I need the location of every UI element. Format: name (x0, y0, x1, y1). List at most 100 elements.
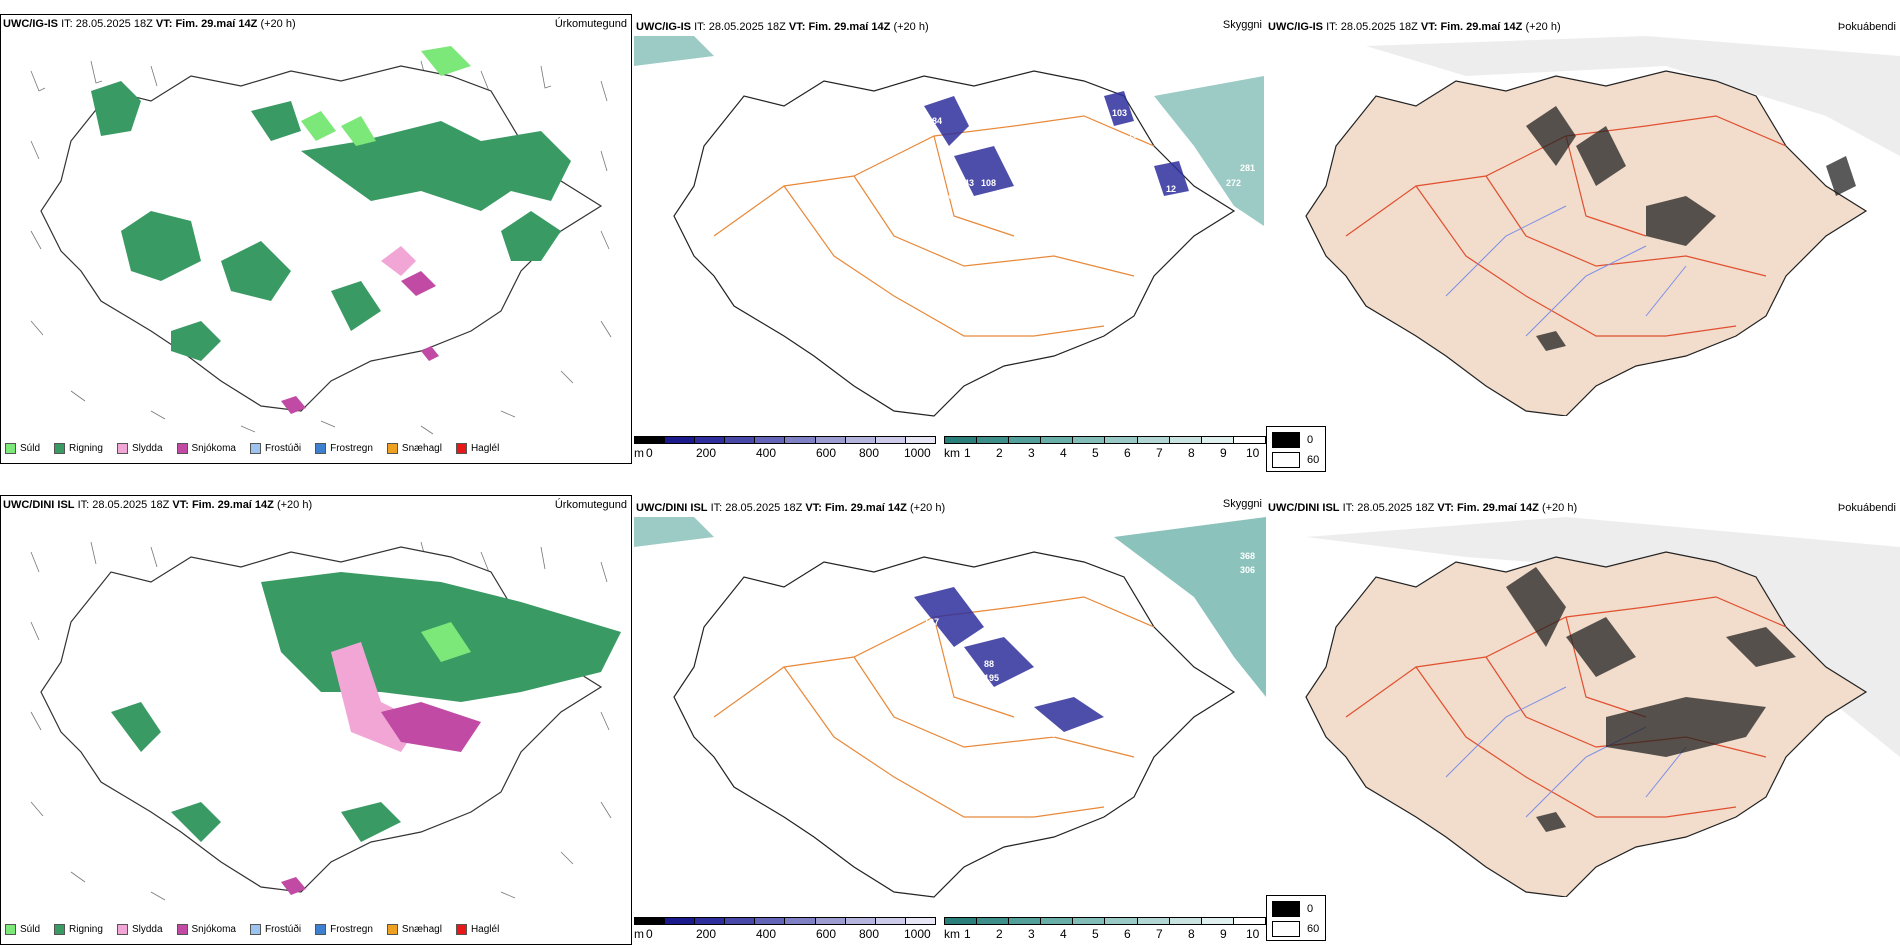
road-network (713, 115, 1155, 337)
legend-swatch (54, 443, 66, 454)
cbar-tick: 800 (859, 446, 880, 460)
legend-swatch (116, 924, 128, 935)
it-label: IT: (1326, 21, 1338, 33)
map-label: 123 (916, 228, 931, 238)
cbar-tick: 600 (816, 446, 837, 460)
vt-value: Fim. 29.maí 14Z (808, 21, 891, 33)
map-label: 227 (1164, 200, 1179, 210)
visibility-colorbar (944, 917, 1266, 925)
it-value: 28.05.2025 18Z (75, 18, 153, 30)
legend-swatch (249, 924, 261, 935)
cbar-tick: 6 (1124, 446, 1131, 460)
cbar-tick: 4 (1060, 446, 1067, 460)
legend-label: Frostregn (330, 924, 373, 935)
it-label: IT: (61, 18, 73, 30)
map-label: 81 (939, 671, 949, 681)
cbar-tick: 5 (1092, 927, 1099, 941)
vt-value: Fim. 29.maí 14Z (1456, 502, 1539, 514)
model-name: UWC/IG-IS (636, 21, 691, 33)
model-name: UWC/IG-IS (3, 18, 58, 30)
cbar-tick: 8 (1188, 446, 1195, 460)
model-name: UWC/DINI ISL (3, 499, 75, 511)
legend-swatch (116, 443, 128, 454)
legend-item: Slydda (116, 924, 163, 935)
cbar-tick: 1000 (904, 446, 931, 460)
lead-time: (+20 h) (1541, 502, 1578, 514)
map-label: 99 (1040, 681, 1050, 691)
rain-areas (91, 81, 571, 361)
cbar-tick: 9 (1220, 446, 1227, 460)
legend-item: Haglél (455, 443, 499, 454)
cbar-unit: m (634, 446, 644, 460)
legend-item: Haglél (455, 924, 500, 935)
legend-label: Frostúði (264, 443, 302, 454)
fog-legend-swatch (1272, 921, 1300, 937)
panel-header: UWC/DINI ISL IT: 28.05.2025 18Z VT: Fim.… (636, 502, 945, 514)
precip-legend: Súld Rigning Slydda Snjókoma Frostúði Fr… (5, 924, 513, 935)
legend-swatch (315, 443, 327, 454)
legend-item: Snjókoma (176, 443, 236, 454)
cbar-tick: 7 (1156, 446, 1163, 460)
fog-legend: 0 60 (1266, 895, 1326, 941)
fog-legend-swatch (1272, 452, 1300, 468)
panel-title: Skyggni (1222, 498, 1262, 510)
ceiling-map: 84 103 193 143 108 75 12 227 281 272 123… (634, 36, 1264, 417)
cbar-tick: 800 (859, 927, 880, 941)
legend-label: Rigning (69, 924, 103, 935)
panel-title: Þokuábendi (1837, 21, 1896, 33)
cbar-tick: 2 (996, 927, 1003, 941)
panel-header: UWC/IG-IS IT: 28.05.2025 18Z VT: Fim. 29… (3, 18, 296, 30)
legend-label: Snæhagl (401, 443, 442, 454)
cbar-tick: 2 (996, 446, 1003, 460)
cbar-tick: 10 (1246, 446, 1260, 460)
cbar-tick: 400 (756, 446, 777, 460)
it-label: IT: (1342, 502, 1355, 514)
legend-label: Slydda (131, 443, 163, 454)
map-label: 65 (1110, 725, 1120, 735)
cloud-base-labels: 84 103 193 143 108 75 12 227 281 272 123… (906, 108, 1255, 380)
legend-swatch (386, 924, 398, 935)
drizzle-areas (301, 46, 471, 146)
map-label: 193 (1128, 130, 1143, 140)
cbar-tick: 1 (964, 446, 971, 460)
sleet-areas (381, 246, 416, 276)
vt-value: Fim. 29.maí 14Z (175, 18, 258, 30)
legend-label: Frostúði (264, 924, 302, 935)
cbar-tick: 4 (1060, 927, 1067, 941)
lead-time: (+20 h) (260, 18, 296, 30)
cbar-tick: 200 (696, 446, 717, 460)
map-label: 45 (1128, 719, 1138, 729)
map-label: 281 (1240, 163, 1255, 173)
legend-item: Súld (5, 924, 40, 935)
panel-title: Úrkomutegund (554, 18, 627, 30)
legend-item: Frostregn (315, 924, 373, 935)
map-label: 103 (1112, 108, 1127, 118)
it-value: 28.05.2025 18Z (92, 499, 170, 511)
map-label: 175 (964, 250, 979, 260)
legend-label: Haglél (470, 924, 500, 935)
legend-label: Snjókoma (191, 924, 236, 935)
fog-panel-top: UWC/IG-IS IT: 28.05.2025 18Z VT: Fim. 29… (1266, 14, 1900, 472)
it-value: 28.05.2025 18Z (725, 502, 803, 514)
fog-legend-label: 60 (1307, 923, 1320, 935)
cbar-tick: 9 (1220, 927, 1227, 941)
map-label: 49 (786, 561, 796, 571)
panel-header: UWC/DINI ISL IT: 28.05.2025 18Z VT: Fim.… (1268, 502, 1577, 514)
vt-label: VT: (155, 18, 173, 30)
cbar-tick: 3 (1028, 927, 1035, 941)
map-label: 67 (1042, 647, 1052, 657)
legend-label: Rigning (69, 443, 103, 454)
vt-label: VT: (788, 21, 806, 33)
legend-label: Frostregn (330, 443, 373, 454)
cbar-tick: 0 (646, 446, 653, 460)
vt-value: Fim. 29.maí 14Z (824, 502, 907, 514)
it-value: 28.05.2025 18Z (708, 21, 786, 33)
fog-legend-label: 0 (1307, 434, 1314, 446)
lead-time: (+20 h) (1525, 21, 1561, 33)
fog-panel-bottom: UWC/DINI ISL IT: 28.05.2025 18Z VT: Fim.… (1266, 495, 1900, 945)
cbar-tick: 0 (646, 927, 653, 941)
it-label: IT: (77, 499, 90, 511)
legend-swatch (315, 924, 327, 935)
wind-barbs (30, 60, 612, 435)
cbar-tick: 200 (696, 927, 717, 941)
